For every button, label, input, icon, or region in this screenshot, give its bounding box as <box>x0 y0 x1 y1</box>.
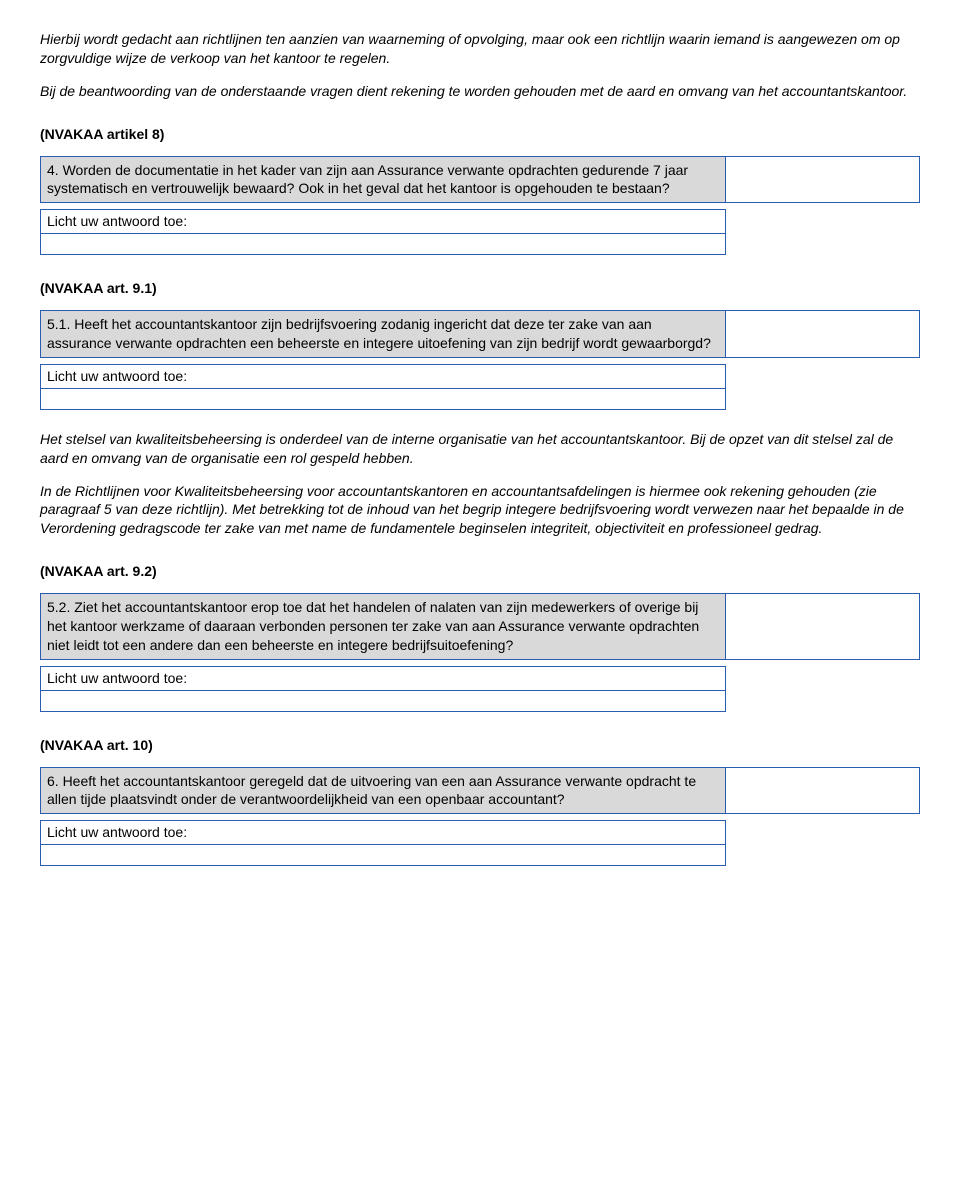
explain-label-52: Licht uw antwoord toe: <box>41 667 725 691</box>
mid-paragraph-2: In de Richtlijnen voor Kwaliteitsbeheers… <box>40 482 920 539</box>
explain-label-4: Licht uw antwoord toe: <box>41 210 725 234</box>
section-heading-art8: (NVAKAA artikel 8) <box>40 125 920 144</box>
section-heading-art10: (NVAKAA art. 10) <box>40 736 920 755</box>
question-4-row: 4. Worden de documentatie in het kader v… <box>40 156 920 204</box>
question-4-text: 4. Worden de documentatie in het kader v… <box>40 156 726 204</box>
question-52-text: 5.2. Ziet het accountantskantoor erop to… <box>40 593 726 660</box>
question-6-text: 6. Heeft het accountantskantoor geregeld… <box>40 767 726 815</box>
explain-block-4: Licht uw antwoord toe: <box>40 209 726 255</box>
question-4-answer[interactable] <box>726 156 920 204</box>
explain-block-6: Licht uw antwoord toe: <box>40 820 726 866</box>
intro-paragraph-2: Bij de beantwoording van de onderstaande… <box>40 82 920 101</box>
explain-input-6[interactable] <box>41 845 725 865</box>
section-heading-art92: (NVAKAA art. 9.2) <box>40 562 920 581</box>
question-6-row: 6. Heeft het accountantskantoor geregeld… <box>40 767 920 815</box>
explain-input-52[interactable] <box>41 691 725 711</box>
question-51-text: 5.1. Heeft het accountantskantoor zijn b… <box>40 310 726 358</box>
explain-input-51[interactable] <box>41 389 725 409</box>
explain-label-6: Licht uw antwoord toe: <box>41 821 725 845</box>
explain-input-4[interactable] <box>41 234 725 254</box>
mid-paragraph-1: Het stelsel van kwaliteitsbeheersing is … <box>40 430 920 468</box>
question-52-row: 5.2. Ziet het accountantskantoor erop to… <box>40 593 920 660</box>
question-52-answer[interactable] <box>726 593 920 660</box>
section-heading-art91: (NVAKAA art. 9.1) <box>40 279 920 298</box>
intro-paragraph-1: Hierbij wordt gedacht aan richtlijnen te… <box>40 30 920 68</box>
question-51-answer[interactable] <box>726 310 920 358</box>
question-6-answer[interactable] <box>726 767 920 815</box>
question-51-row: 5.1. Heeft het accountantskantoor zijn b… <box>40 310 920 358</box>
explain-block-51: Licht uw antwoord toe: <box>40 364 726 410</box>
explain-block-52: Licht uw antwoord toe: <box>40 666 726 712</box>
explain-label-51: Licht uw antwoord toe: <box>41 365 725 389</box>
